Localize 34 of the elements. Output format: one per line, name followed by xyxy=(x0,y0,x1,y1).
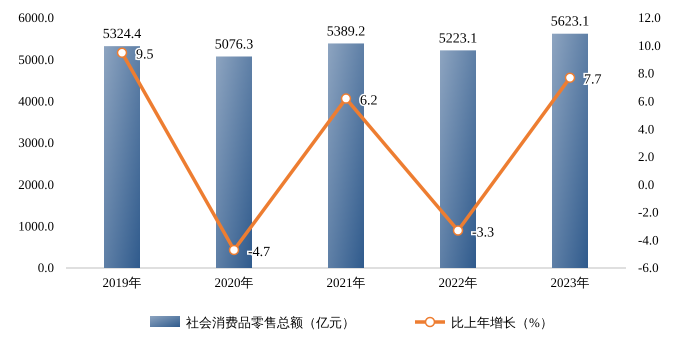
data-label: 5623.1 xyxy=(550,14,590,30)
y-tick-label: 0.0 xyxy=(38,260,54,276)
data-label: 5076.3 xyxy=(214,37,254,52)
data-label: 5223.1 xyxy=(438,31,478,46)
y-tick-label: 3000.0 xyxy=(18,135,54,150)
y-tick-label: 1000.0 xyxy=(18,218,54,234)
y-tick-label: 4000.0 xyxy=(18,93,54,108)
x-tick-label: 2023年 xyxy=(550,275,590,290)
y-tick-label: 2000.0 xyxy=(18,176,54,192)
y2-tick-label: 0.0 xyxy=(638,176,654,192)
point xyxy=(116,47,128,58)
x-tick-label: 2019年 xyxy=(102,275,142,290)
y2-tick-label: -6.0 xyxy=(638,260,659,276)
x-tick-label: 2020年 xyxy=(214,275,254,290)
y2-tick-label: 10.0 xyxy=(638,38,661,53)
y2-tick-label: 8.0 xyxy=(638,66,654,81)
point xyxy=(452,225,464,236)
y2-tick-label: 6.0 xyxy=(638,93,654,108)
x-tick-label: 2022年 xyxy=(438,275,478,290)
y2-tick-label: 2.0 xyxy=(638,149,654,164)
y-tick-label: 5000.0 xyxy=(18,52,54,67)
legend-label: 社会消费品零售总额（亿元） xyxy=(186,315,355,330)
data-label: 5324.4 xyxy=(102,27,142,42)
y2-tick-label: -4.0 xyxy=(638,232,659,248)
y2-tick-label: 12.0 xyxy=(638,10,661,26)
point xyxy=(228,244,240,256)
point xyxy=(340,93,352,104)
y2-tick-label: -2.0 xyxy=(638,204,659,220)
data-label: 5389.2 xyxy=(326,24,366,40)
legend-label: 比上年增长（%） xyxy=(451,315,553,330)
point xyxy=(564,72,576,83)
x-tick-label: 2021年 xyxy=(326,275,366,290)
y-tick-label: 6000.0 xyxy=(18,10,54,26)
y2-tick-label: 4.0 xyxy=(638,121,654,136)
